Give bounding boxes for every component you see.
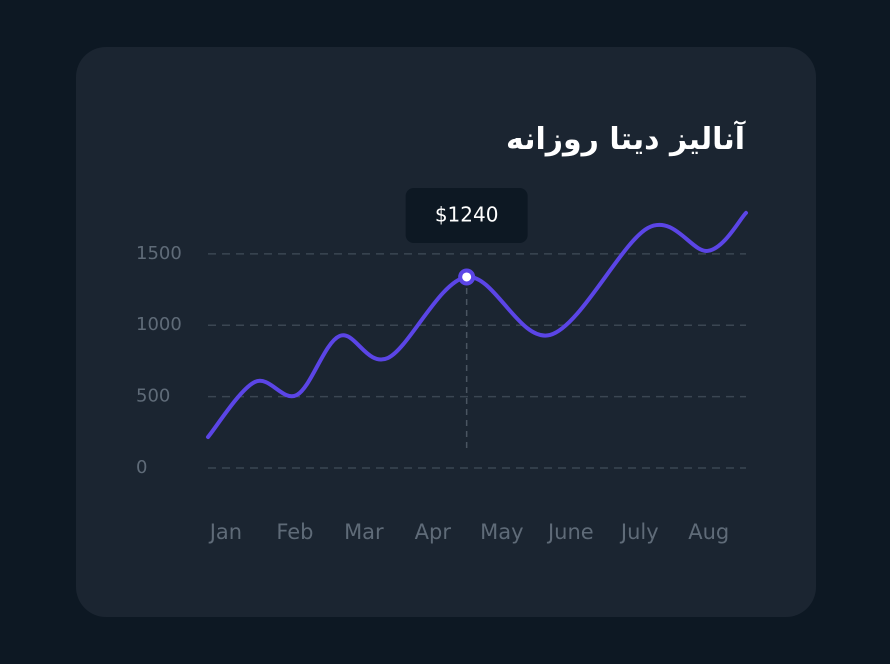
- y-tick-label: 0: [136, 457, 147, 478]
- y-tick-label: 1000: [136, 314, 182, 335]
- tooltip-label: $1240: [435, 203, 499, 227]
- line: [206, 210, 748, 440]
- x-tick-label: Apr: [415, 520, 452, 544]
- x-tick-label: Mar: [344, 520, 384, 544]
- y-tick-label: 1500: [136, 243, 182, 264]
- highlight-point: [458, 268, 476, 286]
- x-tick-label: Feb: [276, 520, 313, 544]
- x-tick-label: June: [546, 520, 594, 544]
- card: [76, 47, 816, 617]
- y-tick-label: 500: [136, 386, 170, 407]
- x-tick-label: Aug: [688, 520, 729, 544]
- x-tick-label: Jan: [208, 520, 242, 544]
- x-tick-label: July: [619, 520, 659, 544]
- chart-title: آنالیز دیتا روزانه: [506, 122, 745, 157]
- x-tick-label: May: [480, 520, 523, 544]
- tooltip-box: [405, 188, 528, 243]
